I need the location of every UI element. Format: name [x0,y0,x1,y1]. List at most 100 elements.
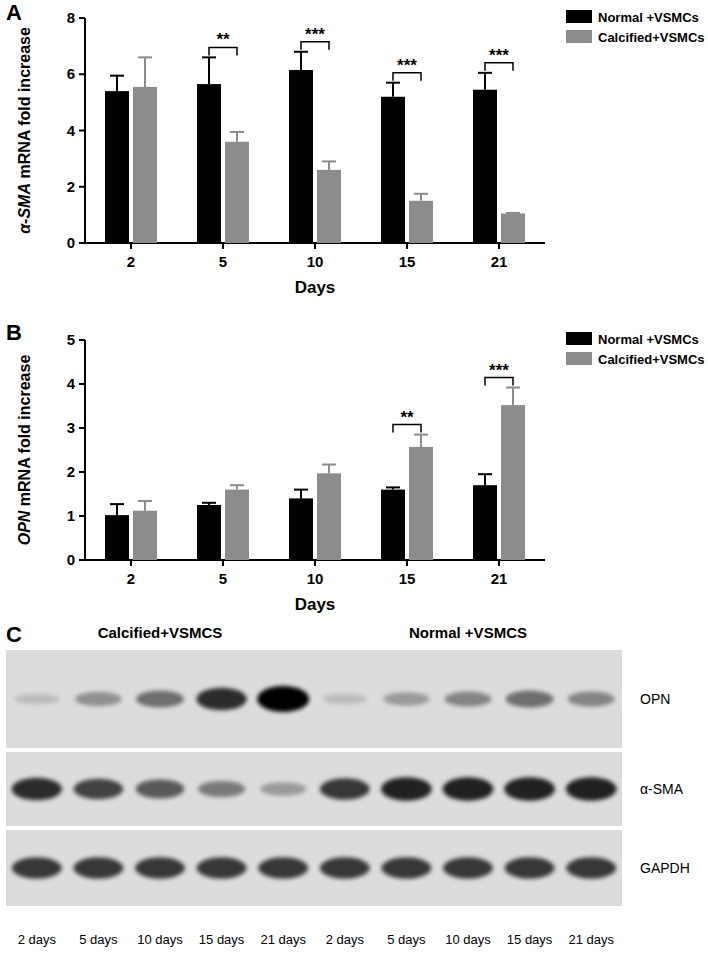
error-cap [478,473,492,475]
error-cap [506,387,520,389]
y-tick-label: 2 [67,463,75,480]
error-cap [386,82,400,84]
bar [473,90,497,243]
bar [133,511,157,560]
x-tick-label: 21 [491,253,508,270]
bar [381,490,405,560]
y-tick-label: 1 [67,507,75,524]
lane-label: 21 days [568,932,614,947]
blot-band [12,857,62,879]
lane-label: 5 days [79,932,118,947]
significance-label: ** [216,30,230,49]
y-axis-label: OPN mRNA fold increase [16,355,33,546]
error-cap [230,484,244,486]
x-tick-label: 5 [219,570,227,587]
x-axis-label: Days [295,595,336,614]
error-cap [110,503,124,505]
lane-label: 10 days [445,932,491,947]
lane-label: 2 days [326,932,365,947]
blot-band [444,691,491,706]
blot-row-label: α-SMA [640,781,684,797]
legend-label: Calcified+VSMCs [598,352,705,367]
legend-label: Normal +VSMCs [598,332,699,347]
blot-row-label: OPN [640,691,670,707]
lane-label: 21 days [260,932,306,947]
bar [225,490,249,560]
blot-band [197,857,247,879]
error-cap [138,56,152,58]
legend-swatch [566,352,592,365]
panel-label: B [6,320,22,345]
x-tick [406,243,408,249]
x-tick [498,243,500,249]
y-tick-label: 3 [67,419,75,436]
chart-a: A0246825101521Daysα-SMA mRNA fold increa… [6,0,705,297]
blot-band [383,692,429,705]
blot-band [257,686,309,712]
x-tick [130,560,132,566]
y-tick [79,73,85,75]
significance-label: *** [397,56,417,75]
bars [105,52,525,243]
y-tick-label: 8 [67,9,75,26]
error-stem [236,132,238,142]
error-cap [202,56,216,58]
bar [105,91,129,243]
legend-swatch [566,332,592,345]
error-bar [138,501,152,511]
blot-band [136,780,185,799]
error-bar [506,212,520,214]
error-bar [202,57,216,84]
error-bar [138,57,152,87]
error-stem [328,161,330,169]
y-tick [79,383,85,385]
error-bar [294,490,308,499]
significance-label: *** [305,25,325,44]
blot-band [136,691,184,708]
blot-group-label: Normal +VSMCS [409,624,527,641]
x-tick-label: 2 [127,253,135,270]
blot-band [443,777,494,800]
blot-band [381,857,431,879]
error-stem [420,435,422,447]
y-tick [79,471,85,473]
bar [317,170,341,243]
y-tick-label: 6 [67,65,75,82]
blot-band [12,778,62,800]
blot-band [443,857,493,879]
error-stem [512,388,514,406]
error-stem [300,490,302,499]
blot-band [260,782,306,795]
blot-band [75,692,122,706]
error-stem [392,83,394,97]
x-tick-label: 5 [219,253,227,270]
blot-band [322,694,367,705]
x-tick-label: 21 [491,570,508,587]
x-tick-label: 2 [127,570,135,587]
error-bar [230,485,244,489]
error-stem [144,57,146,87]
legend-swatch [566,10,592,23]
blot: CCalcified+VSMCS2 days5 days10 days15 da… [6,622,690,947]
blot-band [74,779,124,800]
blot-band [258,857,308,879]
y-tick [79,17,85,19]
lane-label: 15 days [507,932,553,947]
y-label-gene: OPN [16,510,33,545]
x-tick [314,560,316,566]
blot-strip [6,830,622,906]
bar [197,84,221,243]
y-axis [84,340,86,560]
bar [133,87,157,243]
bar [105,515,129,560]
x-tick-label: 15 [399,253,416,270]
blot-band [196,688,246,710]
error-stem [484,474,486,485]
error-cap [110,75,124,77]
x-tick [498,560,500,566]
lane-label: 2 days [18,932,57,947]
x-tick [222,243,224,249]
error-stem [484,73,486,90]
panel-label: C [6,622,22,647]
error-stem [420,194,422,201]
